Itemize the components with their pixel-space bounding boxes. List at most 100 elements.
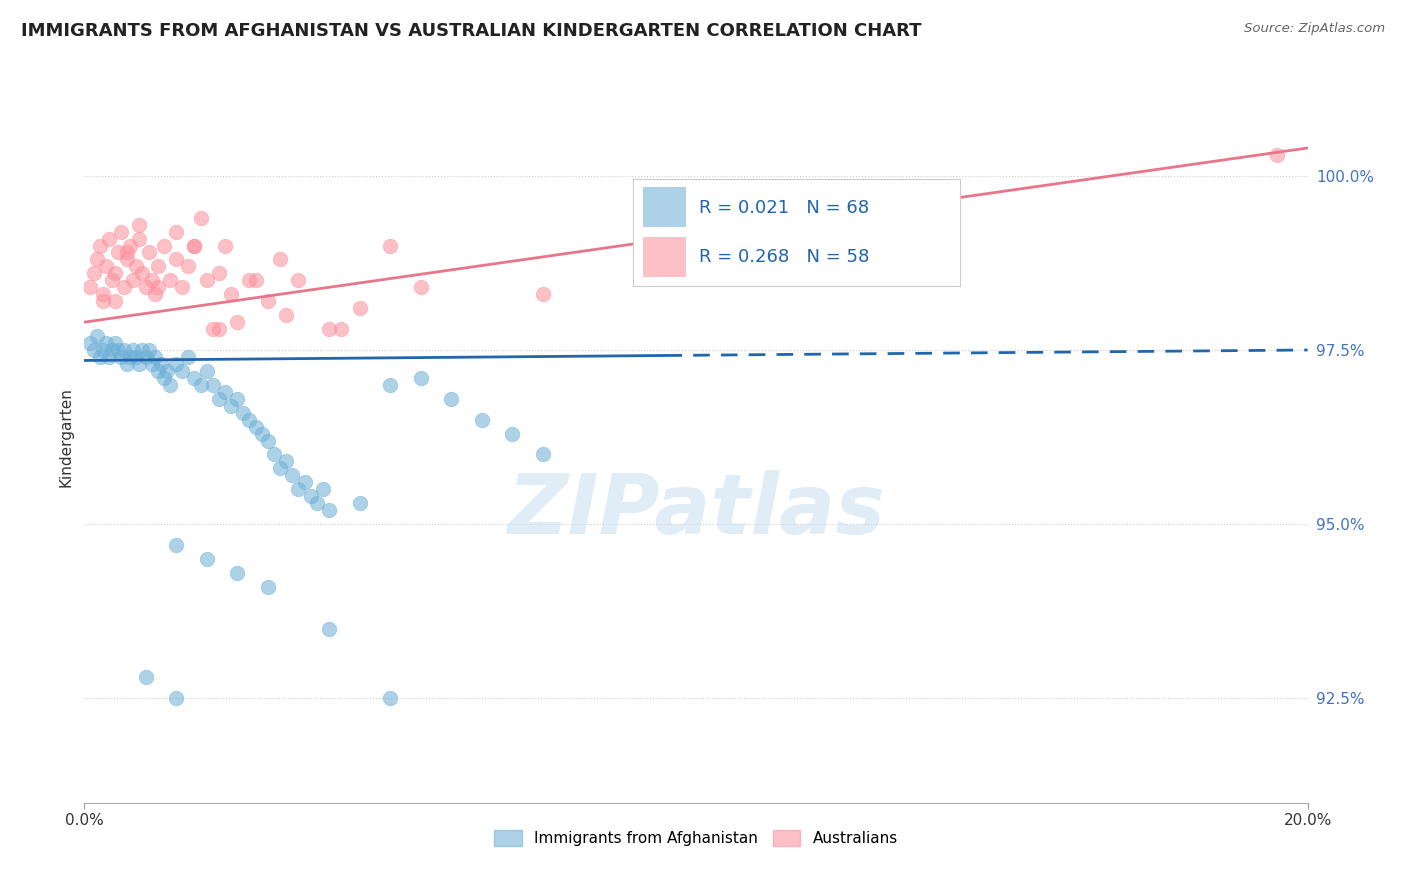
Text: Source: ZipAtlas.com: Source: ZipAtlas.com [1244,22,1385,36]
Point [141,357,163,371]
Point [94,260,117,274]
Point [238,412,260,426]
Point [214,238,236,252]
Point [97,350,120,364]
Point [91,294,114,309]
Point [138,245,160,260]
Point [318,322,340,336]
Point [190,211,212,225]
Point [257,294,280,309]
Point [214,384,236,399]
Point [146,280,169,294]
Point [219,399,242,413]
Point [305,496,328,510]
Point [263,448,285,462]
Point [79,280,101,294]
Point [159,273,181,287]
Point [146,260,169,274]
Text: ZIPatlas: ZIPatlas [508,470,884,550]
Point [299,489,322,503]
Point [208,392,231,406]
Point [146,364,169,378]
Point [128,218,150,232]
Point [156,364,179,378]
Point [257,580,280,594]
Point [143,287,166,301]
Point [1265,148,1288,162]
Point [287,483,309,497]
Point [257,434,280,448]
Point [91,287,114,301]
Point [869,183,891,197]
Point [89,350,111,364]
Point [232,406,254,420]
Point [122,343,145,357]
Point [120,350,142,364]
Point [349,496,371,510]
Point [330,322,353,336]
Point [471,412,494,426]
Point [135,280,157,294]
Point [183,238,205,252]
Point [226,392,249,406]
Point [195,364,218,378]
Point [122,273,145,287]
Point [201,322,224,336]
Point [276,308,298,322]
Point [165,357,187,371]
Text: R = 0.021   N = 68: R = 0.021 N = 68 [699,199,869,217]
Point [97,231,120,245]
Point [208,266,231,280]
Point [107,245,129,260]
Point [120,238,142,252]
Point [128,357,150,371]
Point [165,252,187,267]
Y-axis label: Kindergarten: Kindergarten [58,387,73,487]
Point [86,329,108,343]
Point [195,552,218,566]
Point [172,364,194,378]
Point [141,273,163,287]
Point [143,350,166,364]
Point [112,343,135,357]
Point [165,225,187,239]
Point [131,343,153,357]
Point [115,245,138,260]
Point [318,503,340,517]
Point [349,301,371,316]
Point [125,260,148,274]
Point [131,266,153,280]
Point [440,392,463,406]
Point [276,454,298,468]
Point [115,357,138,371]
Point [172,280,194,294]
Point [107,343,129,357]
Point [101,343,124,357]
Point [165,538,187,552]
Point [287,273,309,287]
Point [190,377,212,392]
Point [79,336,101,351]
Point [409,371,432,385]
Point [269,252,291,267]
Point [135,670,157,684]
Point [294,475,316,490]
Point [101,273,124,287]
Point [86,252,108,267]
Point [318,622,340,636]
Point [380,377,402,392]
Point [208,322,231,336]
Point [159,377,181,392]
Point [177,350,200,364]
Legend: Immigrants from Afghanistan, Australians: Immigrants from Afghanistan, Australians [494,830,898,847]
Point [238,273,260,287]
Point [165,691,187,706]
Point [250,426,273,441]
Point [219,287,242,301]
Point [531,448,554,462]
Point [195,273,218,287]
Point [269,461,291,475]
Text: IMMIGRANTS FROM AFGHANISTAN VS AUSTRALIAN KINDERGARTEN CORRELATION CHART: IMMIGRANTS FROM AFGHANISTAN VS AUSTRALIA… [21,22,921,40]
Point [531,287,554,301]
Point [104,336,127,351]
